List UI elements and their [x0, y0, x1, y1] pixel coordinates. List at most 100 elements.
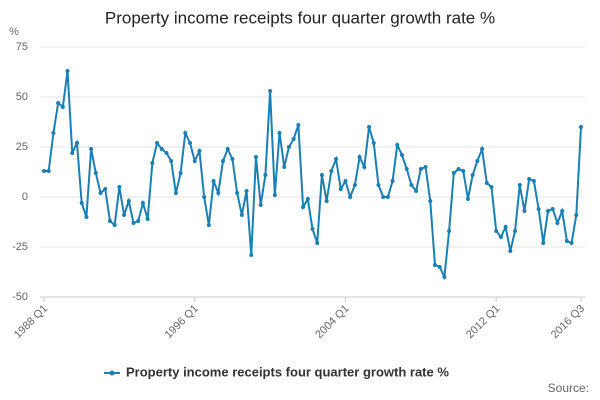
data-point: [230, 157, 235, 161]
data-point: [74, 141, 79, 145]
data-point: [112, 223, 117, 227]
data-point: [418, 167, 423, 171]
y-tick-label: 50: [16, 91, 28, 103]
data-point: [145, 217, 150, 221]
data-point: [107, 219, 112, 223]
data-point: [371, 141, 376, 145]
data-point: [381, 195, 386, 199]
data-point: [536, 207, 541, 211]
data-point: [93, 171, 98, 175]
data-point: [414, 189, 419, 193]
data-point: [268, 89, 273, 93]
data-point: [390, 179, 395, 183]
data-point: [244, 189, 249, 193]
data-point: [484, 181, 489, 185]
data-point: [555, 221, 560, 225]
data-point: [310, 227, 315, 231]
data-point: [352, 183, 357, 187]
data-point: [286, 145, 291, 149]
data-point: [263, 173, 268, 177]
data-point: [531, 179, 536, 183]
y-tick-label: 25: [16, 141, 28, 153]
x-tick-label: 2016 Q3: [549, 303, 587, 341]
data-point: [103, 187, 108, 191]
data-point: [164, 151, 169, 155]
data-point: [183, 131, 188, 135]
data-point: [277, 131, 282, 135]
data-point: [428, 199, 433, 203]
data-point: [159, 147, 164, 151]
data-point: [122, 213, 127, 217]
data-point: [155, 141, 160, 145]
data-point: [357, 155, 362, 159]
data-point: [221, 159, 225, 163]
source: Source:: [548, 381, 589, 395]
data-point: [480, 147, 485, 151]
data-point: [324, 199, 329, 203]
data-point: [315, 241, 320, 245]
data-point: [235, 191, 240, 195]
data-point: [338, 187, 343, 191]
data-point: [546, 209, 551, 213]
data-point: [376, 183, 381, 187]
y-tick-label: -25: [12, 241, 28, 253]
y-tick-label: -50: [12, 291, 28, 303]
data-point: [451, 171, 456, 175]
data-point: [249, 253, 254, 257]
data-point: [89, 147, 94, 151]
data-point: [169, 159, 174, 163]
data-point: [173, 191, 178, 195]
data-point: [225, 147, 230, 151]
data-point: [188, 141, 193, 145]
data-point: [258, 203, 263, 207]
data-point: [432, 263, 437, 267]
data-point: [150, 161, 155, 165]
data-point: [456, 167, 461, 171]
data-point: [98, 191, 103, 195]
data-point: [550, 207, 555, 211]
data-point: [272, 193, 277, 197]
data-point: [574, 213, 579, 217]
data-point: [65, 69, 70, 73]
data-point: [465, 197, 470, 201]
x-tick-label: 2004 Q1: [313, 303, 351, 341]
data-point: [385, 195, 390, 199]
data-point: [117, 185, 122, 189]
data-point: [579, 125, 583, 129]
data-point: [541, 241, 546, 245]
data-point: [305, 197, 310, 201]
data-point: [178, 171, 183, 175]
data-point: [560, 209, 565, 213]
data-point: [517, 183, 522, 187]
data-point: [367, 125, 372, 129]
data-point: [301, 205, 306, 209]
data-point: [400, 153, 404, 157]
data-point: [498, 235, 503, 239]
data-point: [527, 177, 532, 181]
data-point: [319, 173, 324, 177]
data-point: [489, 185, 494, 189]
data-point: [126, 199, 131, 203]
data-point: [362, 165, 367, 169]
series-line: [44, 70, 582, 281]
data-point: [348, 195, 353, 199]
data-point: [343, 179, 348, 183]
data-point: [395, 143, 400, 147]
data-point: [334, 157, 339, 161]
data-point: [282, 165, 287, 169]
data-point: [60, 105, 65, 109]
data-point: [42, 169, 46, 173]
data-point: [475, 159, 480, 163]
data-point: [202, 195, 207, 199]
data-point: [329, 169, 334, 173]
data-point: [508, 249, 513, 253]
data-point: [291, 137, 296, 141]
data-point: [70, 151, 75, 155]
x-tick-label: 1996 Q1: [163, 303, 201, 341]
data-point: [503, 225, 508, 229]
data-point: [447, 229, 452, 233]
data-point: [442, 275, 447, 279]
data-point: [423, 165, 428, 169]
y-axis-label: %: [9, 26, 19, 38]
